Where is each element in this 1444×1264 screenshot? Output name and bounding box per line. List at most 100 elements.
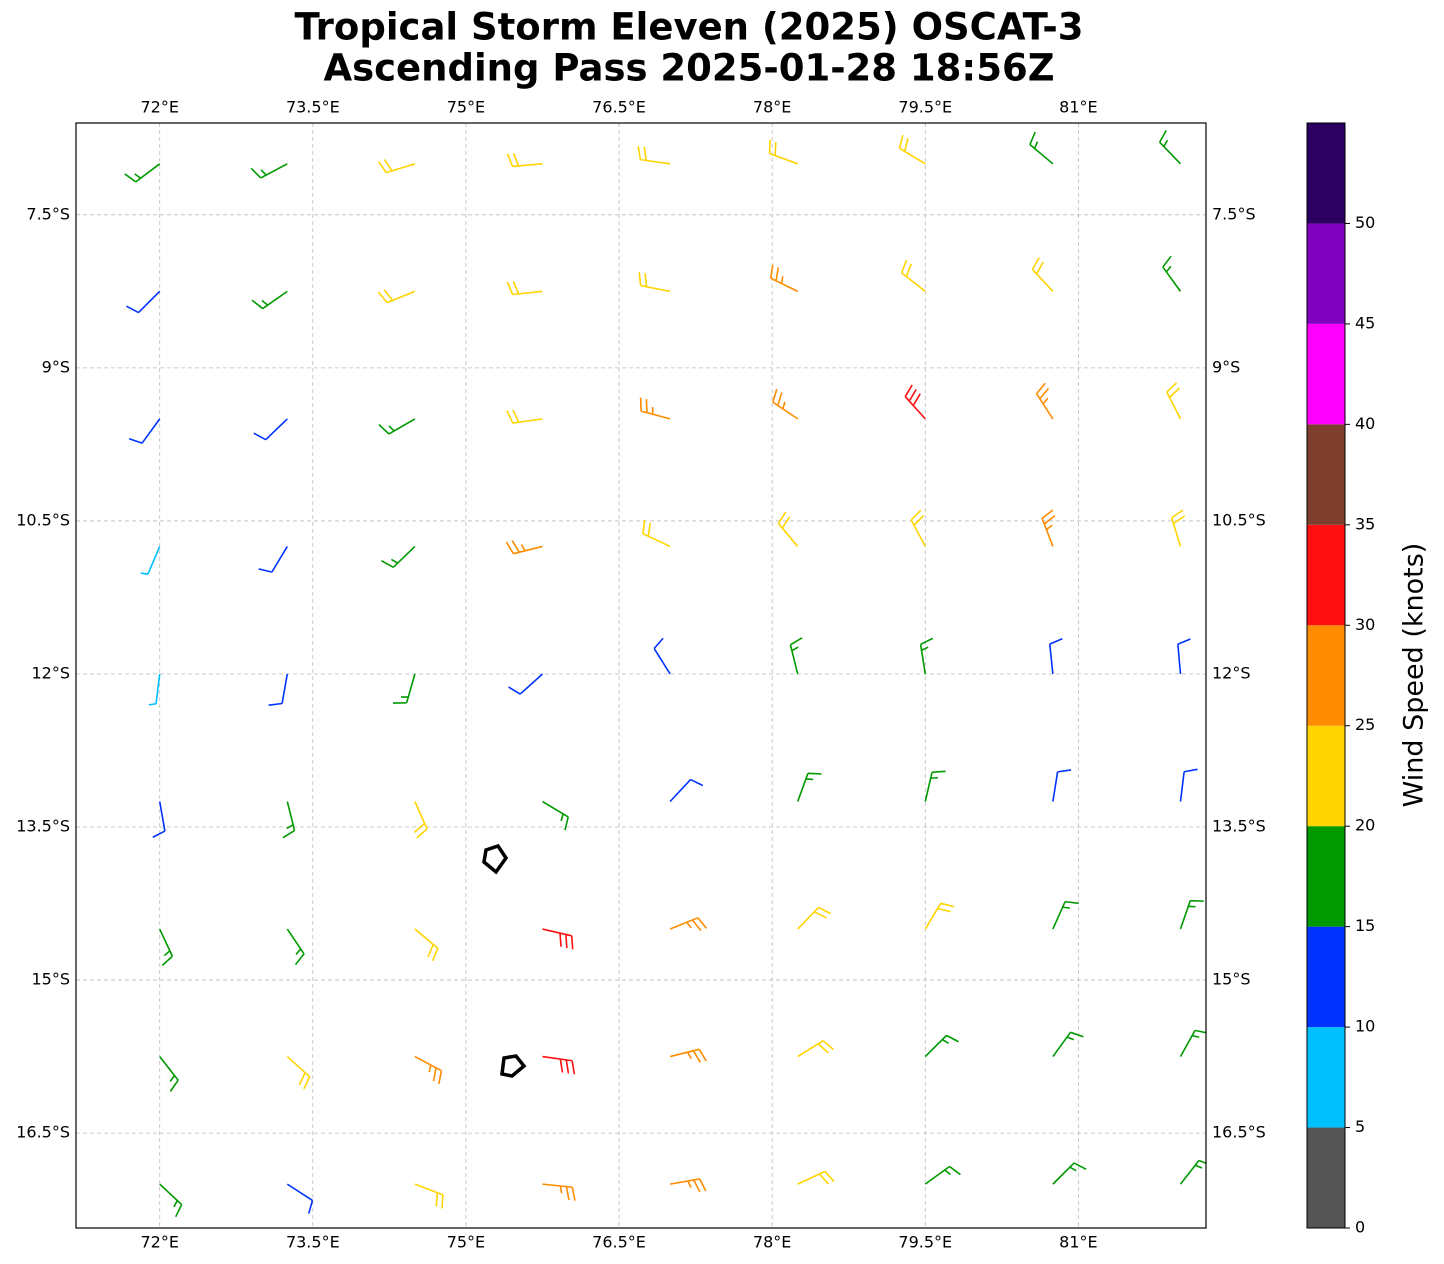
y-tick-label: 15°S bbox=[1212, 970, 1251, 989]
x-tick-label: 78°E bbox=[753, 98, 791, 117]
colorbar-tick-label: 10 bbox=[1355, 1017, 1375, 1036]
colorbar-segment bbox=[1307, 625, 1345, 726]
x-tick-label: 75°E bbox=[447, 1233, 485, 1252]
wind-barb bbox=[126, 290, 161, 314]
y-tick-label: 7.5°S bbox=[26, 204, 70, 223]
colorbar-segment bbox=[1307, 424, 1345, 525]
island bbox=[482, 843, 509, 875]
wind-barb bbox=[413, 801, 428, 839]
colorbar-segment bbox=[1307, 1127, 1345, 1228]
wind-barb bbox=[642, 520, 671, 548]
y-tick-label: 15°S bbox=[31, 970, 70, 989]
wind-barb bbox=[1177, 638, 1191, 675]
wind-barb bbox=[286, 928, 305, 966]
colorbar-tick-label: 35 bbox=[1355, 514, 1375, 533]
colorbar-segment bbox=[1307, 524, 1345, 626]
y-tick-label: 9°S bbox=[1212, 357, 1240, 376]
wind-barb bbox=[639, 397, 671, 420]
wind-barb bbox=[638, 272, 671, 293]
wind-barb bbox=[542, 1055, 576, 1075]
wind-barb bbox=[286, 1183, 314, 1214]
wind-barb bbox=[789, 637, 803, 675]
colorbar-tick-label: 20 bbox=[1355, 816, 1375, 835]
colorbar-tick-label: 30 bbox=[1355, 615, 1375, 634]
colorbar-segment bbox=[1307, 123, 1345, 224]
wind-barb bbox=[414, 1055, 443, 1085]
wind-barb bbox=[1041, 509, 1056, 547]
colorbar-segment bbox=[1307, 323, 1345, 425]
wind-barb bbox=[251, 290, 288, 310]
wind-barb bbox=[1052, 1162, 1087, 1185]
colorbar-segment bbox=[1307, 926, 1345, 1028]
x-tick-label: 75°E bbox=[447, 98, 485, 117]
y-tick-label: 9°S bbox=[42, 357, 70, 376]
wind-barb bbox=[152, 801, 166, 838]
wind-barb bbox=[898, 134, 926, 165]
wind-barb bbox=[924, 1165, 961, 1185]
x-tick-label: 78°E bbox=[753, 1233, 791, 1252]
colorbar: 0 5 10 15 20 25 30 35 40 45 50 bbox=[1306, 122, 1375, 1237]
wind-barb bbox=[910, 509, 926, 547]
y-tick-label: 13.5°S bbox=[1212, 817, 1266, 836]
wind-barb bbox=[777, 511, 799, 547]
wind-barb bbox=[542, 928, 574, 950]
y-tick-label: 13.5°S bbox=[16, 817, 70, 836]
wind-barb bbox=[508, 673, 544, 695]
wind-barb bbox=[1170, 509, 1186, 547]
wind-barb bbox=[768, 139, 798, 165]
wind-barb bbox=[1179, 1029, 1206, 1057]
wind-barb bbox=[128, 418, 161, 444]
wind-barb bbox=[1179, 768, 1198, 802]
wind-barb bbox=[377, 159, 416, 174]
chart-title: Tropical Storm Eleven (2025) OSCAT-3 bbox=[295, 6, 1084, 49]
wind-barb bbox=[797, 906, 832, 930]
wind-barb bbox=[1031, 257, 1054, 292]
wind-barb bbox=[506, 153, 543, 168]
grid bbox=[76, 123, 1206, 1228]
wind-barb bbox=[377, 289, 416, 304]
wind-barb bbox=[669, 1178, 707, 1193]
colorbar-label: Wind Speed (knots) bbox=[1399, 543, 1430, 808]
wind-barb bbox=[282, 801, 296, 839]
colorbar-tick-label: 45 bbox=[1355, 313, 1375, 332]
wind-barb bbox=[919, 637, 934, 675]
wind-barb bbox=[250, 163, 288, 179]
colorbar-tick-label: 25 bbox=[1355, 715, 1375, 734]
colorbar-segment bbox=[1307, 1027, 1345, 1128]
colorbar-tick-label: 15 bbox=[1355, 916, 1375, 935]
wind-barb bbox=[381, 545, 416, 568]
wind-barb bbox=[506, 409, 543, 424]
wind-barb bbox=[924, 902, 955, 930]
wind-barb bbox=[1048, 638, 1063, 675]
wind-barb bbox=[1029, 131, 1054, 165]
wind-barb bbox=[148, 673, 161, 706]
wind-barb bbox=[159, 1183, 183, 1218]
x-tick-label: 81°E bbox=[1059, 1233, 1097, 1252]
wind-barb bbox=[904, 384, 926, 420]
y-tick-label: 16.5°S bbox=[16, 1123, 70, 1142]
wind-barb bbox=[1035, 382, 1054, 420]
wind-barb bbox=[506, 281, 543, 296]
wind-barb bbox=[505, 540, 543, 555]
colorbar-segment bbox=[1307, 826, 1345, 927]
x-tick-label: 73.5°E bbox=[286, 1233, 340, 1252]
x-tick-label: 76.5°E bbox=[592, 1233, 646, 1252]
wind-barb bbox=[924, 1034, 959, 1058]
wind-barb bbox=[1179, 899, 1204, 930]
y-tick-label: 16.5°S bbox=[1212, 1123, 1266, 1142]
chart-subtitle: Ascending Pass 2025-01-28 18:56Z bbox=[323, 47, 1054, 90]
wind-barb bbox=[797, 1040, 834, 1058]
colorbar-segment bbox=[1307, 725, 1345, 827]
x-tick-label: 79.5°E bbox=[898, 98, 952, 117]
wind-barb bbox=[393, 673, 416, 704]
y-tick-label: 12°S bbox=[31, 663, 70, 682]
y-tick-label: 7.5°S bbox=[1212, 204, 1256, 223]
wind-barb bbox=[1166, 382, 1182, 420]
wind-barb bbox=[159, 1056, 179, 1092]
wind-barb bbox=[1158, 129, 1182, 165]
wind-barb bbox=[158, 928, 174, 966]
wind-barb bbox=[772, 388, 799, 420]
wind-barb bbox=[1052, 900, 1079, 930]
x-tick-label: 79.5°E bbox=[898, 1233, 952, 1252]
